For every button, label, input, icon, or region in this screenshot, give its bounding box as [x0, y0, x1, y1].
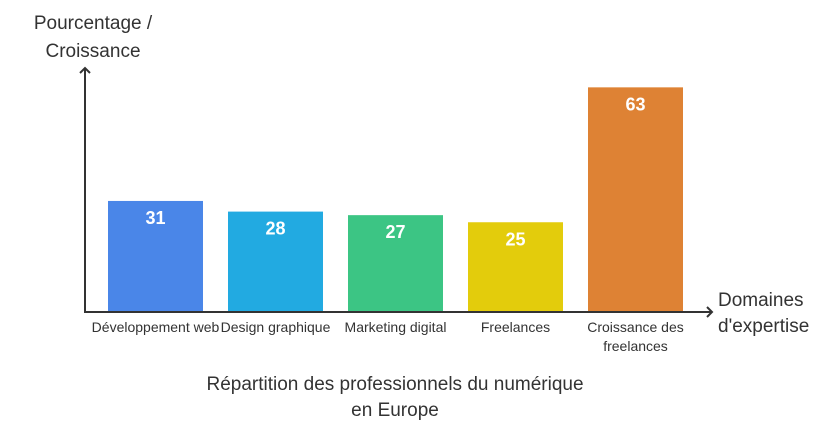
- bar-5: [588, 87, 683, 311]
- bar-value-label-1: 31: [145, 208, 165, 228]
- bar-value-label-3: 27: [385, 222, 405, 242]
- category-label-5: Croissance des freelances: [587, 319, 684, 354]
- category-label-1: Développement web: [91, 319, 220, 335]
- chart-caption: Répartition des professionnels du numéri…: [206, 374, 584, 421]
- category-label-4: Freelances: [480, 319, 551, 335]
- bar-value-label-5: 63: [625, 94, 645, 114]
- bar-value-label-2: 28: [265, 219, 285, 239]
- category-label-2: Design graphique: [220, 319, 331, 335]
- bar-1: [108, 200, 203, 311]
- bar-4: [468, 222, 563, 311]
- bar-3: [348, 215, 443, 311]
- category-label-3: Marketing digital: [344, 319, 447, 335]
- bar-2: [228, 211, 323, 311]
- x-axis-label: Domaines d'expertise: [718, 290, 810, 337]
- bar-value-label-4: 25: [505, 229, 525, 249]
- bars-group: 31 28 27 25 63: [108, 87, 683, 311]
- y-axis-label: Pourcentage / Croissance: [33, 13, 153, 62]
